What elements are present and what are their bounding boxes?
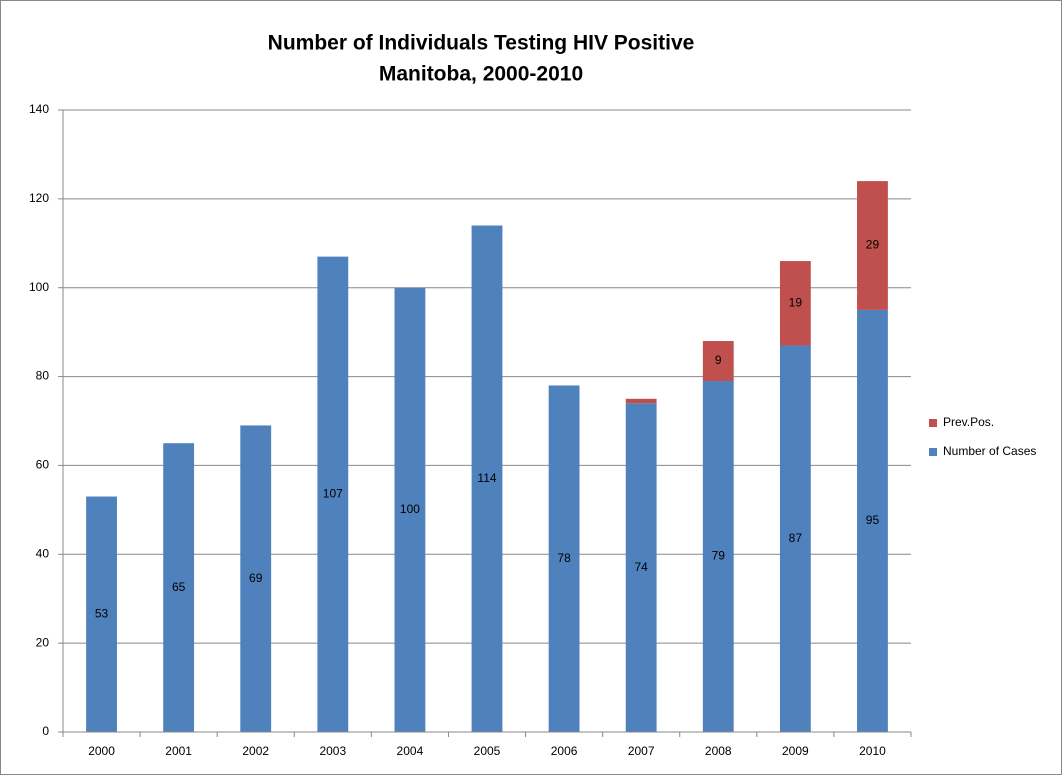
bar-segment	[163, 443, 195, 732]
bar-segment	[317, 256, 349, 732]
bar-segment	[625, 398, 657, 404]
data-label: 69	[249, 571, 263, 585]
legend-swatch	[929, 448, 937, 456]
x-tick-label: 2009	[782, 744, 809, 758]
x-tick-label: 2004	[397, 744, 424, 758]
data-label: 79	[712, 549, 726, 563]
data-label: 29	[866, 238, 880, 252]
y-tick-label: 120	[29, 191, 49, 205]
data-label: 107	[323, 486, 343, 500]
x-tick-label: 2003	[319, 744, 346, 758]
bar-segment	[779, 261, 811, 346]
x-tick-label: 2007	[628, 744, 655, 758]
bar-segment	[702, 381, 734, 732]
bar-segment	[857, 181, 888, 310]
legend-label: Prev.Pos.	[943, 415, 994, 429]
legend-label: Number of Cases	[943, 444, 1036, 458]
x-tick-label: 2010	[859, 744, 886, 758]
data-label: 100	[400, 502, 420, 516]
y-tick-label: 20	[36, 635, 50, 649]
bar-segment	[625, 403, 657, 732]
x-tick-label: 2001	[165, 744, 192, 758]
chart-title: Number of Individuals Testing HIV Positi…	[268, 32, 695, 55]
data-label: 74	[635, 560, 649, 574]
legend-swatch	[929, 419, 937, 427]
x-tick-label: 2002	[242, 744, 269, 758]
data-label: 114	[477, 471, 496, 485]
data-label: 9	[715, 353, 722, 367]
y-tick-label: 60	[36, 458, 50, 472]
bar-segment	[394, 287, 426, 732]
y-tick-label: 40	[36, 546, 50, 560]
bar-segment	[471, 225, 503, 732]
y-tick-label: 140	[29, 102, 49, 116]
bar-segment	[86, 496, 117, 732]
x-tick-label: 2008	[705, 744, 732, 758]
x-tick-label: 2005	[474, 744, 501, 758]
y-tick-label: 80	[36, 369, 50, 383]
chart-subtitle: Manitoba, 2000-2010	[379, 63, 583, 86]
bar-segment	[857, 309, 888, 732]
data-label: 65	[172, 580, 186, 594]
bar-segment	[240, 425, 272, 732]
bar-segment	[779, 345, 811, 732]
y-tick-label: 100	[29, 280, 49, 294]
data-label: 53	[95, 606, 109, 620]
x-tick-label: 2000	[88, 744, 115, 758]
bar-segment	[702, 341, 734, 382]
data-label: 95	[866, 513, 880, 527]
bar-segment	[548, 385, 580, 732]
y-tick-label: 0	[42, 724, 49, 738]
data-label: 78	[557, 551, 571, 565]
x-tick-label: 2006	[551, 744, 578, 758]
data-label: 87	[789, 531, 803, 545]
data-label: 19	[789, 295, 803, 309]
